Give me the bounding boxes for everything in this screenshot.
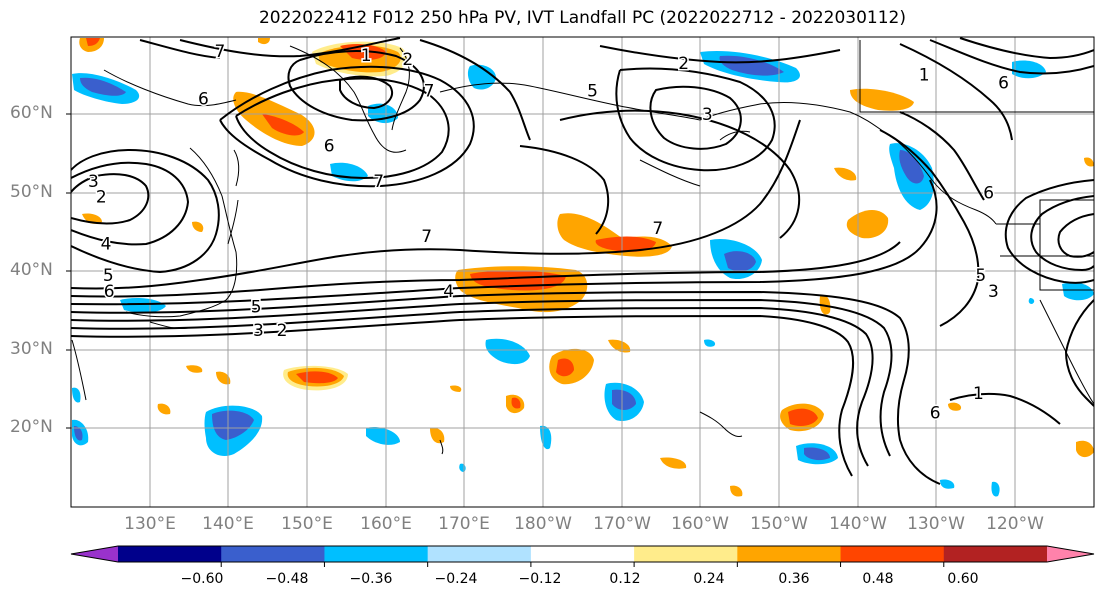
pv-contours [71, 37, 1094, 485]
pv-contour-label: 6 [324, 136, 335, 156]
colorbar-tick-label: 0.48 [862, 571, 894, 587]
pv-contour-label: 3 [88, 172, 99, 192]
colorbar-segment [737, 546, 842, 562]
pv-contour-label: 5 [103, 266, 114, 286]
pv-contour-label: 3 [988, 282, 999, 302]
coastlines [71, 40, 1094, 455]
lat-label-20n: 20°N [10, 417, 53, 437]
colorbar-tick-label: −0.60 [180, 571, 224, 587]
colorbar-segment [530, 546, 635, 562]
lat-ticks [66, 113, 71, 429]
colorbar [70, 545, 1095, 567]
lon-label-150w: 150°W [750, 514, 808, 534]
pv-contour-label: 1 [919, 66, 930, 86]
pv-contour-label: 2 [96, 188, 107, 208]
map-frame [70, 36, 1095, 508]
graticule [71, 37, 1094, 507]
lon-label-120w: 120°W [986, 514, 1044, 534]
colorbar-tick-label: −0.12 [518, 571, 562, 587]
pv-contour-label: 4 [443, 282, 454, 302]
pv-contour-label: 6 [930, 404, 941, 424]
lon-label-160e: 160°E [360, 514, 412, 534]
lat-label-50n: 50°N [10, 182, 53, 202]
lon-label-160w: 160°W [671, 514, 729, 534]
pv-contour-label: 1 [973, 384, 984, 404]
lon-label-150e: 150°E [281, 514, 333, 534]
pv-contour-label: 7 [652, 219, 663, 239]
lon-label-180w: 180°W [514, 514, 572, 534]
pv-contour-label: 3 [702, 105, 713, 125]
colorbar-extend-low [71, 546, 118, 562]
pv-contour-label: 5 [975, 266, 986, 286]
pv-contour-label: 2 [402, 50, 413, 70]
pv-contour-label: 3 [253, 321, 264, 341]
pv-contour-label: 2 [277, 321, 288, 341]
colorbar-segment [634, 546, 738, 562]
lat-label-30n: 30°N [10, 339, 53, 359]
colorbar-tick-label: 0.36 [778, 571, 810, 587]
colorbar-tick-label: 0.12 [609, 571, 641, 587]
pv-contour-label: 6 [104, 282, 115, 302]
colorbar-segment [943, 546, 1048, 562]
lat-label-60n: 60°N [10, 103, 53, 123]
colorbar-tick-label: −0.36 [349, 571, 393, 587]
pv-contour-label: 7 [421, 227, 432, 247]
colorbar-tick-label: −0.24 [434, 571, 478, 587]
lon-label-130e: 130°E [124, 514, 176, 534]
pv-contour-label: 7 [215, 42, 226, 62]
pv-contour-label: 6 [998, 74, 1009, 94]
pv-contour-label: 7 [424, 81, 435, 101]
colorbar-outline [70, 545, 1095, 563]
colorbar-segment [118, 546, 222, 562]
pv-contour-label: 5 [251, 298, 262, 318]
map-title: 2022022412 F012 250 hPa PV, IVT Landfall… [258, 8, 906, 28]
lon-label-170e: 170°E [438, 514, 490, 534]
lon-label-130w: 130°W [907, 514, 965, 534]
colorbar-tick-label: 0.24 [693, 571, 725, 587]
colorbar-tick-label: −0.48 [265, 571, 309, 587]
pv-contour-label: 6 [198, 89, 209, 109]
colorbar-segment [840, 546, 945, 562]
pv-contour-label: 1 [361, 46, 372, 66]
colorbar-segment [324, 546, 429, 562]
pv-contour-label: 2 [678, 54, 689, 74]
colorbar-extend-high [1047, 546, 1094, 562]
lon-label-170w: 170°W [593, 514, 651, 534]
colorbar-segment [221, 546, 325, 562]
lat-label-40n: 40°N [10, 260, 53, 280]
colorbar-segment [427, 546, 532, 562]
pv-contour-label: 5 [587, 81, 598, 101]
lon-label-140w: 140°W [829, 514, 887, 534]
pv-contour-label: 6 [983, 184, 994, 204]
pv-contour-label: 7 [373, 172, 384, 192]
pv-contour-label: 4 [101, 235, 112, 255]
lon-label-140e: 140°E [202, 514, 254, 534]
colorbar-tick-label: 0.60 [947, 571, 979, 587]
